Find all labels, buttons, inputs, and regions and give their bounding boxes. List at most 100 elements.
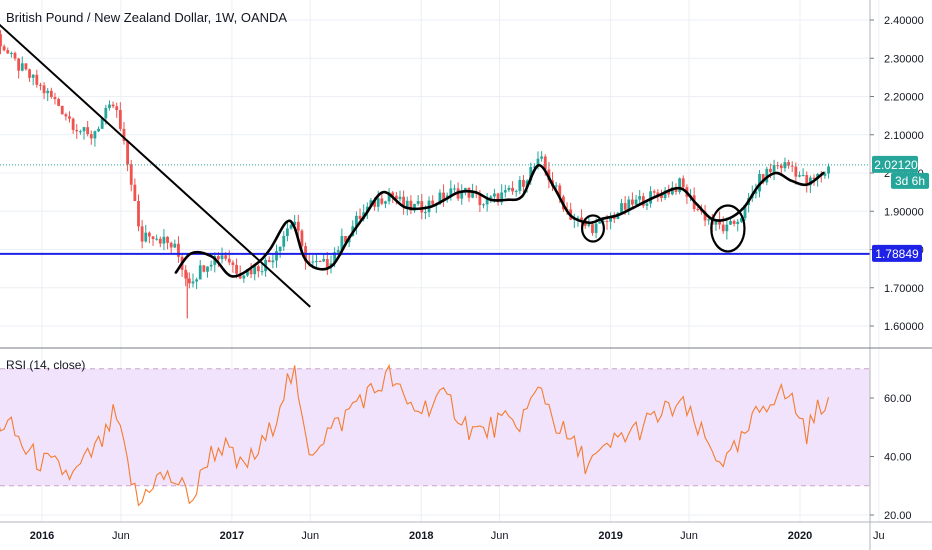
candle-body — [413, 203, 416, 211]
candle-body — [416, 201, 420, 204]
candle-body — [779, 165, 783, 169]
candle-body — [86, 127, 90, 135]
candle-body — [645, 203, 649, 206]
candle-body — [769, 168, 772, 173]
candle-body — [78, 131, 82, 133]
candle-body — [805, 175, 809, 186]
support-price-label: 1.78849 — [875, 247, 919, 261]
candle-body — [126, 140, 130, 165]
y-tick-label: 1.90000 — [884, 206, 924, 218]
candle-body — [235, 264, 238, 274]
candle-body — [594, 223, 598, 233]
rsi-tick-label: 20.00 — [884, 510, 912, 522]
candle-body — [104, 107, 108, 119]
circle-annotation — [580, 214, 605, 243]
x-tick-label: 2019 — [598, 530, 622, 542]
candle-body — [631, 199, 634, 205]
candle-body — [482, 204, 485, 206]
last-price-label: 2.02120 — [874, 158, 918, 172]
candle-body — [623, 203, 627, 210]
candle-body — [667, 190, 671, 195]
chart-title: British Pound / New Zealand Dollar, 1W, … — [6, 10, 287, 25]
candle-body — [307, 261, 311, 263]
candle-body — [358, 215, 362, 219]
last-price-badge-bg — [872, 155, 918, 173]
candle-body — [496, 193, 500, 203]
circle-annotation — [710, 204, 746, 253]
candle-body — [133, 184, 137, 201]
candle-body — [340, 236, 344, 251]
candle-body — [808, 177, 812, 186]
y-tick-label: 2.40000 — [884, 15, 924, 27]
candle-body — [380, 198, 384, 204]
candle-body — [275, 251, 278, 261]
candle-body — [271, 260, 275, 263]
last-price-badge[interactable]: 2.02120 — [872, 155, 918, 173]
support-price-badge[interactable]: 1.78849 — [872, 244, 922, 262]
x-tick-label: Ju — [873, 530, 885, 542]
candle-body — [216, 256, 220, 260]
candle-body — [598, 221, 602, 224]
candle-body — [670, 187, 674, 195]
candle-body — [35, 74, 39, 85]
candle-body — [678, 178, 682, 192]
candle-body — [322, 259, 326, 262]
candle-body — [460, 191, 464, 199]
y-tick-label: 1.60000 — [884, 321, 924, 333]
candle-body — [620, 203, 623, 213]
candle-body — [754, 191, 758, 194]
candle-body — [489, 196, 493, 199]
candle-body — [681, 178, 685, 188]
candle-body — [823, 173, 827, 176]
candle-body — [398, 196, 402, 200]
rsi-tick-label: 40.00 — [884, 452, 912, 464]
candle-body — [46, 90, 50, 94]
candle-body — [729, 220, 732, 225]
candle-body — [71, 118, 75, 130]
candle-body — [790, 165, 794, 167]
x-tick-label: Jun — [112, 530, 130, 542]
candle-body — [663, 190, 667, 198]
candle-body — [405, 200, 409, 208]
candle-body — [507, 187, 511, 191]
candle-body — [612, 216, 616, 219]
candle-body — [60, 105, 64, 115]
candle-body — [660, 194, 663, 198]
x-tick-label: 2020 — [788, 530, 812, 542]
rsi-series-line — [0, 363, 830, 507]
y-tick-label: 2.30000 — [884, 53, 924, 65]
candle-body — [787, 162, 790, 166]
candle-body — [656, 192, 660, 195]
candle-body — [293, 221, 297, 226]
candle-body — [652, 191, 656, 193]
candle-body — [580, 217, 583, 220]
candle-body — [137, 200, 140, 227]
candle-body — [514, 190, 518, 192]
candle-body — [296, 221, 300, 231]
candle-body — [187, 278, 191, 284]
candle-body — [20, 63, 24, 71]
countdown-label: 3d 6h — [895, 174, 925, 188]
candle-body — [325, 259, 329, 268]
candle-body — [267, 260, 271, 263]
candle-body — [253, 266, 257, 275]
candle-body — [75, 129, 79, 132]
candle-body — [39, 84, 42, 86]
candle-body — [554, 185, 558, 187]
candle-body — [591, 224, 594, 233]
candle-body — [89, 134, 93, 139]
candle-body — [2, 46, 6, 51]
candle-body — [24, 63, 28, 70]
candle-body — [732, 220, 736, 224]
candle-body — [587, 224, 591, 226]
candle-body — [402, 196, 406, 208]
candle-body — [467, 187, 471, 198]
candle-body — [387, 192, 391, 202]
candle-body — [798, 175, 801, 177]
candle-body — [68, 116, 71, 119]
candle-body — [169, 242, 173, 248]
candle-body — [184, 269, 188, 279]
candle-body — [336, 250, 340, 253]
